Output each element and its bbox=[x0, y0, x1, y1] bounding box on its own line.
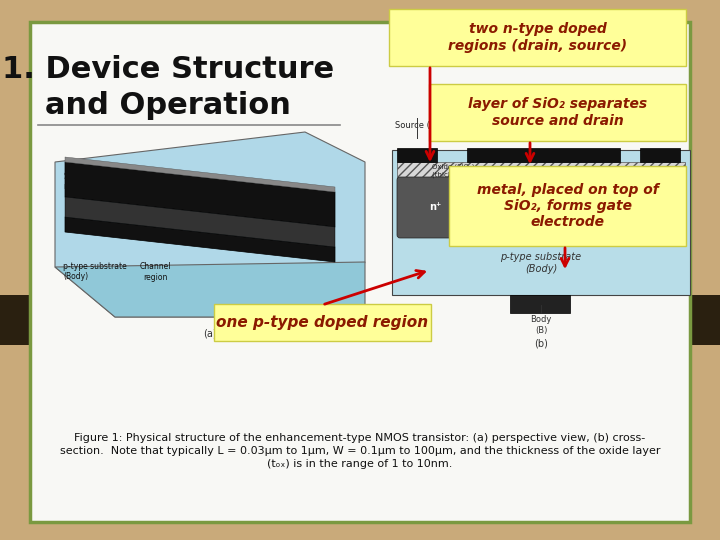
Text: Channel
region: Channel region bbox=[139, 262, 171, 282]
Polygon shape bbox=[65, 162, 335, 227]
Polygon shape bbox=[65, 197, 335, 247]
FancyBboxPatch shape bbox=[429, 84, 686, 141]
FancyBboxPatch shape bbox=[389, 9, 686, 66]
Text: Source
region: Source region bbox=[63, 172, 89, 191]
FancyBboxPatch shape bbox=[449, 166, 686, 246]
Polygon shape bbox=[65, 217, 335, 262]
Bar bbox=[0, 295, 720, 345]
FancyBboxPatch shape bbox=[604, 177, 680, 238]
FancyBboxPatch shape bbox=[397, 177, 473, 238]
Text: one p-type doped region: one p-type doped region bbox=[217, 315, 428, 330]
Text: 1. Device Structure: 1. Device Structure bbox=[2, 56, 334, 84]
Text: Body
(B): Body (B) bbox=[531, 315, 552, 335]
Text: metal, placed on top of
SiO₂, forms gate
electrode: metal, placed on top of SiO₂, forms gate… bbox=[477, 183, 658, 229]
Bar bbox=[397, 162, 685, 180]
Text: n⁺: n⁺ bbox=[636, 202, 648, 212]
Text: Source (S): Source (S) bbox=[395, 121, 438, 130]
Text: two n-type doped
regions (drain, source): two n-type doped regions (drain, source) bbox=[448, 22, 627, 52]
Text: Drain (D): Drain (D) bbox=[646, 121, 684, 130]
Text: (tₒₓ) is in the range of 1 to 10nm.: (tₒₓ) is in the range of 1 to 10nm. bbox=[267, 459, 453, 469]
Text: layer of SiO₂ separates
source and drain: layer of SiO₂ separates source and drain bbox=[468, 97, 647, 127]
Bar bbox=[392, 150, 690, 295]
Text: p-type substrate
(Body): p-type substrate (Body) bbox=[63, 262, 127, 281]
Text: L: L bbox=[539, 222, 544, 232]
Text: section.  Note that typically L = 0.03μm to 1μm, W = 0.1μm to 100μm, and the thi: section. Note that typically L = 0.03μm … bbox=[60, 446, 660, 456]
Text: Channel
region: Channel region bbox=[521, 184, 561, 206]
Polygon shape bbox=[55, 132, 365, 317]
Text: (a): (a) bbox=[203, 329, 217, 339]
Text: Gate (G): Gate (G) bbox=[523, 121, 559, 130]
Text: n⁺: n⁺ bbox=[429, 202, 441, 212]
Bar bbox=[397, 148, 437, 162]
Text: and Operation: and Operation bbox=[45, 91, 291, 119]
Polygon shape bbox=[65, 157, 335, 192]
Polygon shape bbox=[55, 262, 365, 317]
Text: Oxide (SiO₂)
(thickness = tₒₓ): Oxide (SiO₂) (thickness = tₒₓ) bbox=[432, 164, 490, 178]
Bar bbox=[510, 295, 570, 313]
FancyBboxPatch shape bbox=[30, 22, 690, 522]
Bar bbox=[467, 148, 620, 162]
Text: (b): (b) bbox=[534, 338, 548, 348]
Text: Figure 1: Physical structure of the enhancement-type NMOS transistor: (a) perspe: Figure 1: Physical structure of the enha… bbox=[74, 433, 646, 443]
Bar bbox=[640, 148, 680, 162]
FancyBboxPatch shape bbox=[214, 304, 431, 341]
Text: p-type substrate
(Body): p-type substrate (Body) bbox=[500, 252, 582, 274]
